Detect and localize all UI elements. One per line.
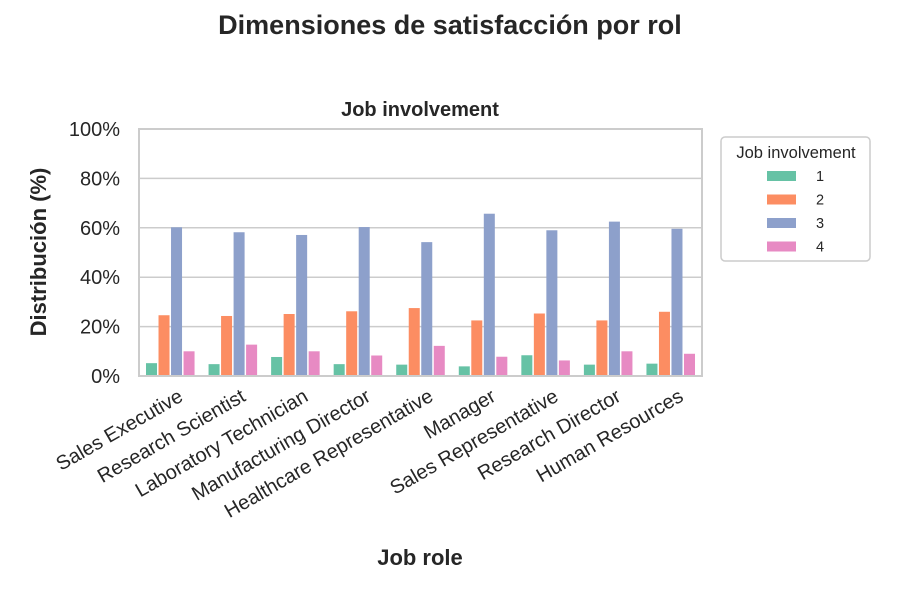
y-tick-label: 60% <box>80 218 120 240</box>
bar <box>171 227 183 376</box>
legend-swatch <box>767 171 796 181</box>
bar <box>483 213 495 376</box>
bar <box>471 320 483 376</box>
bar <box>271 356 283 376</box>
bar <box>658 311 670 376</box>
bar <box>671 228 683 376</box>
bar <box>433 345 445 376</box>
plot-frame <box>138 128 703 377</box>
y-tick-label: 0% <box>91 366 120 388</box>
bar <box>308 351 320 376</box>
bar <box>683 353 695 376</box>
bar <box>333 364 345 376</box>
bar <box>596 320 608 376</box>
bar <box>146 363 158 376</box>
bar <box>646 363 658 376</box>
y-axis-label: Distribución (%) <box>26 168 51 337</box>
chart-title: Job involvement <box>341 99 499 121</box>
bar <box>608 221 620 376</box>
bar <box>233 232 245 376</box>
bar <box>533 313 545 376</box>
bar <box>283 314 295 376</box>
legend-label: 3 <box>816 216 824 232</box>
bar <box>421 242 433 376</box>
figure-suptitle: Dimensiones de satisfacción por rol <box>218 10 682 40</box>
legend-label: 1 <box>816 169 824 185</box>
legend-items: 1 2 3 4 <box>767 169 824 256</box>
bar <box>621 351 633 376</box>
bar <box>183 351 195 376</box>
x-axis-label: Job role <box>377 545 463 570</box>
legend-swatch <box>767 194 796 205</box>
legend-title: Job involvement <box>736 144 856 162</box>
bar <box>408 308 420 376</box>
bar <box>346 311 358 376</box>
bar <box>208 364 220 376</box>
y-tick-label: 100% <box>69 119 120 141</box>
legend: Job involvement 1 2 3 4 <box>720 136 871 262</box>
y-tick-label: 80% <box>80 168 120 190</box>
bar <box>396 364 408 376</box>
bar <box>221 315 233 376</box>
bar <box>458 366 470 376</box>
y-tick-label: 40% <box>80 267 120 289</box>
bar <box>371 355 383 376</box>
bar <box>246 344 258 376</box>
bar <box>546 230 558 376</box>
bar <box>158 315 170 376</box>
bar <box>358 227 370 376</box>
legend-swatch <box>767 218 796 228</box>
legend-label: 2 <box>816 193 824 209</box>
y-tick-label: 20% <box>80 317 120 339</box>
legend-label: 4 <box>816 240 824 256</box>
bar <box>296 234 308 376</box>
bar <box>521 355 533 376</box>
legend-swatch <box>767 241 796 252</box>
bar <box>496 356 508 376</box>
bars <box>146 213 695 376</box>
y-tick-labels: 0% 20% 40% 60% 80% 100% <box>69 119 120 388</box>
bar <box>558 360 570 376</box>
bar <box>583 364 595 376</box>
